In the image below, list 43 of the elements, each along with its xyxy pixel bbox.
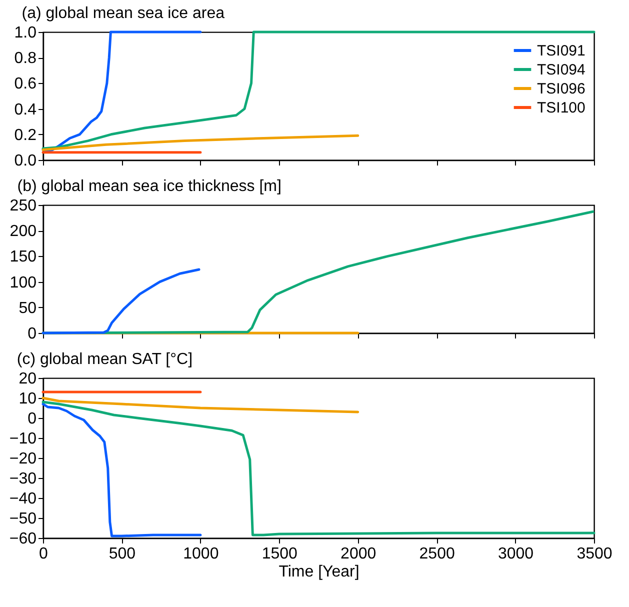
legend-label: TSI100 — [537, 100, 586, 116]
chart-title: (b) global mean sea ice thickness [m] — [17, 178, 282, 195]
x-tick-label: 1500 — [262, 546, 298, 562]
y-tick-label: 200 — [10, 223, 37, 240]
line-series — [42, 268, 200, 334]
line-series — [42, 402, 202, 538]
line-series — [42, 30, 596, 150]
y-tick-label: 0.0 — [14, 152, 37, 170]
y-tick-label: 0.2 — [14, 126, 37, 144]
x-tick-label: 3000 — [498, 546, 534, 562]
y-tick-label: 0.8 — [14, 50, 37, 68]
x-tick-label: 500 — [108, 546, 136, 562]
y-tick-label: 0.6 — [14, 76, 37, 93]
y-tick-label: −20 — [9, 450, 37, 468]
y-tick-label: 50 — [18, 300, 37, 317]
y-tick-label: −30 — [9, 470, 37, 488]
chart-title: (a) global mean sea ice area — [22, 5, 225, 22]
y-tick-label: 0 — [28, 410, 37, 428]
y-tick-label: −40 — [9, 490, 37, 508]
y-tick-label: −60 — [9, 530, 37, 548]
y-tick-label: 1.0 — [14, 24, 37, 42]
y-tick-label: 0 — [28, 326, 37, 342]
y-tick-label: 0.4 — [14, 101, 37, 118]
y-tick-label: 10 — [18, 390, 37, 408]
y-tick-label: 150 — [10, 248, 37, 266]
line-series — [42, 400, 596, 536]
y-tick-label: 250 — [10, 198, 37, 214]
line-series — [42, 396, 360, 414]
chart-title: (c) global mean SAT [°C] — [16, 351, 193, 368]
y-tick-label: 20 — [18, 370, 37, 388]
x-tick-label: 1000 — [183, 546, 219, 562]
y-tick-label: −50 — [9, 510, 37, 528]
legend-label: TSI096 — [537, 80, 586, 98]
x-tick-label: 2500 — [419, 546, 455, 562]
y-tick-label: 100 — [10, 274, 37, 292]
y-tick-label: −10 — [9, 430, 37, 448]
x-tick-label: 3500 — [576, 546, 612, 562]
x-tick-label: 2000 — [340, 546, 376, 562]
legend-label: TSI094 — [537, 62, 586, 78]
legend-label: TSI091 — [537, 42, 586, 60]
line-series — [42, 134, 360, 152]
x-tick-label: 0 — [39, 546, 48, 562]
x-axis-title: Time [Year] — [278, 564, 360, 580]
